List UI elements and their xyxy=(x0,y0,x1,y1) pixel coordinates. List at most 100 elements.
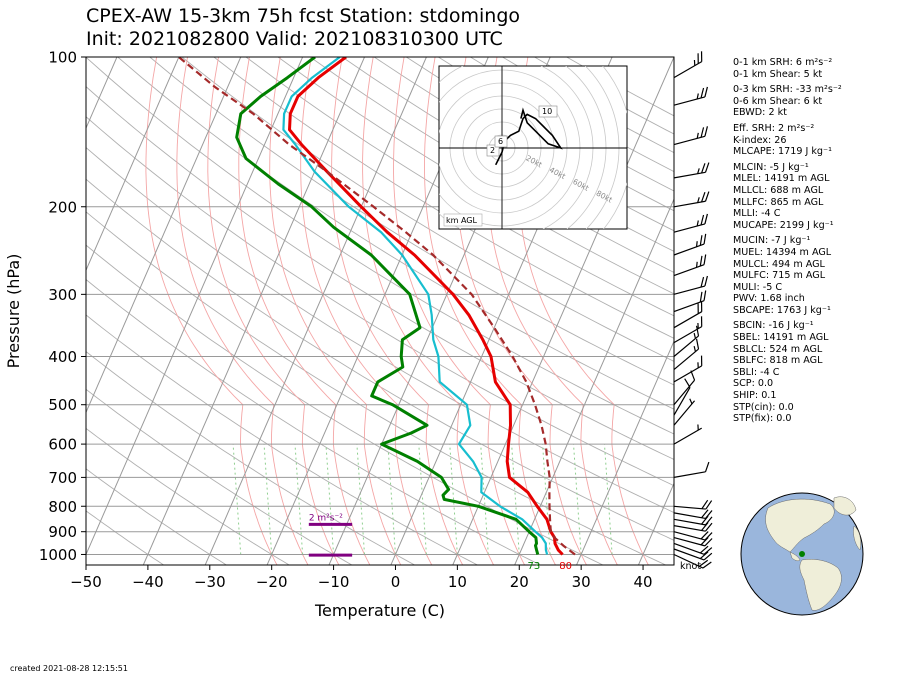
wind-barb-staff xyxy=(673,553,704,569)
dry-adiabat-line xyxy=(245,57,674,317)
wind-barb-full xyxy=(700,537,709,546)
wind-barb-staff xyxy=(673,387,691,416)
wind-barb-staff xyxy=(673,300,705,313)
wind-barb-full xyxy=(699,559,709,567)
dry-adiabat-line xyxy=(86,116,674,487)
wind-barb xyxy=(673,301,703,329)
wind-barb-half xyxy=(693,59,696,66)
wind-barb-full xyxy=(695,338,700,350)
wind-barb-full xyxy=(704,162,710,173)
globe-land-africa xyxy=(853,525,861,551)
dry-adiabat-line xyxy=(277,57,674,295)
wind-barb-full xyxy=(700,51,703,62)
hodograph-height-label: 6 xyxy=(498,137,503,146)
wind-barb xyxy=(673,325,700,357)
wind-barb-full xyxy=(703,233,707,245)
dry-adiabat-line xyxy=(309,57,674,273)
wind-barb xyxy=(673,275,708,295)
param-line: SHIP: 0.1 xyxy=(733,390,777,402)
wind-barb-full xyxy=(699,235,703,246)
param-line: Eff. SRH: 2 m²s⁻² xyxy=(733,122,815,134)
wind-barb-full xyxy=(704,213,708,225)
x-tick-label: 0 xyxy=(391,573,401,591)
globe-land-south-america xyxy=(799,559,842,611)
wind-barb xyxy=(673,461,710,478)
wind-barb xyxy=(673,355,703,383)
param-line: 0-3 km SRH: -33 m²s⁻² xyxy=(733,84,842,96)
wind-barb-full xyxy=(700,214,705,226)
mixing-ratio-line xyxy=(449,444,458,555)
wind-barb xyxy=(673,553,712,569)
y-tick-label: 400 xyxy=(48,348,77,366)
wind-barb-half xyxy=(697,197,700,203)
wind-barb xyxy=(673,162,710,179)
temperature-profile-line xyxy=(288,57,564,556)
dry-adiabat-line xyxy=(86,314,478,565)
y-tick-label: 500 xyxy=(48,396,77,414)
wind-barb-full xyxy=(695,325,700,337)
wetbulb-profile-line xyxy=(282,57,549,555)
param-line: 0-1 km SRH: 6 m²s⁻² xyxy=(733,57,833,68)
wind-barb-staff xyxy=(673,200,706,208)
dry-adiabat-line xyxy=(86,57,674,435)
x-tick-label: 30 xyxy=(572,573,591,591)
isotherm-gridline xyxy=(514,197,674,565)
wind-barb-staff xyxy=(673,243,705,256)
x-tick-label: 40 xyxy=(634,573,653,591)
moist-adiabat-line xyxy=(207,57,340,565)
wind-barb-staff xyxy=(673,537,706,547)
mixing-ratio-line xyxy=(294,444,304,555)
moist-adiabat-line xyxy=(176,57,309,565)
param-line: SBEL: 14191 m AGL xyxy=(733,332,829,344)
wind-barb-half xyxy=(696,132,699,139)
wind-barb-staff xyxy=(673,427,703,445)
parcel-profile-line xyxy=(178,57,576,556)
wind-barb-staff xyxy=(673,348,699,371)
mixing-ratio-line xyxy=(418,444,427,555)
moist-adiabat-line xyxy=(516,57,649,565)
y-tick-label: 800 xyxy=(48,498,77,516)
dry-adiabat-line xyxy=(149,57,674,386)
wind-barb-full xyxy=(704,275,708,287)
hodograph-height-label: 10 xyxy=(542,107,552,116)
param-line: MLCIN: -5 J kg⁻¹ xyxy=(733,161,809,173)
x-tick-label: −10 xyxy=(318,573,350,591)
mixing-ratio-line xyxy=(263,444,273,555)
moist-adiabat-line xyxy=(269,57,402,565)
dry-adiabat-line xyxy=(86,468,227,565)
globe-land-central-america xyxy=(789,551,801,562)
station-marker xyxy=(799,551,805,557)
param-line: SBCAPE: 1763 J kg⁻¹ xyxy=(733,304,831,316)
isotherm-gridline xyxy=(452,57,674,565)
wind-barb xyxy=(673,233,707,256)
moist-adiabat-line xyxy=(393,57,525,565)
moist-adiabat-line xyxy=(300,57,433,565)
wind-barb-staff xyxy=(673,531,706,541)
y-tick-label: 600 xyxy=(48,436,77,454)
mixing-ratio-line xyxy=(511,444,520,555)
surface-temperature-label: 80 xyxy=(559,561,572,572)
hodograph-height-label: 2 xyxy=(490,146,495,155)
param-line: SBCIN: -16 J kg⁻¹ xyxy=(733,320,814,332)
wind-barb-full xyxy=(684,378,691,388)
moist-adiabat-line xyxy=(362,57,494,565)
wind-barb xyxy=(673,86,708,106)
mixing-ratio-line xyxy=(356,444,366,555)
y-tick-label: 1000 xyxy=(39,546,77,564)
wind-barb-full xyxy=(690,370,696,381)
srh-bar-label: 2 m²s⁻² xyxy=(309,513,343,523)
wind-barb-full xyxy=(700,127,705,138)
wind-barb xyxy=(673,213,708,233)
wind-barb-full xyxy=(705,500,713,510)
wind-barb-full xyxy=(704,86,708,98)
wind-barb-half xyxy=(693,332,697,339)
dry-adiabat-line xyxy=(86,510,164,565)
wind-barb-half xyxy=(696,220,699,227)
surface-labels: 73 80 xyxy=(527,561,571,572)
wind-barb-staff xyxy=(673,326,703,344)
chart-title-line1: CPEX-AW 15-3km 75h fcst Station: stdomin… xyxy=(86,5,521,27)
wind-barb-staff xyxy=(673,400,696,426)
wind-barb xyxy=(673,51,703,79)
wind-barb-staff xyxy=(673,365,703,383)
